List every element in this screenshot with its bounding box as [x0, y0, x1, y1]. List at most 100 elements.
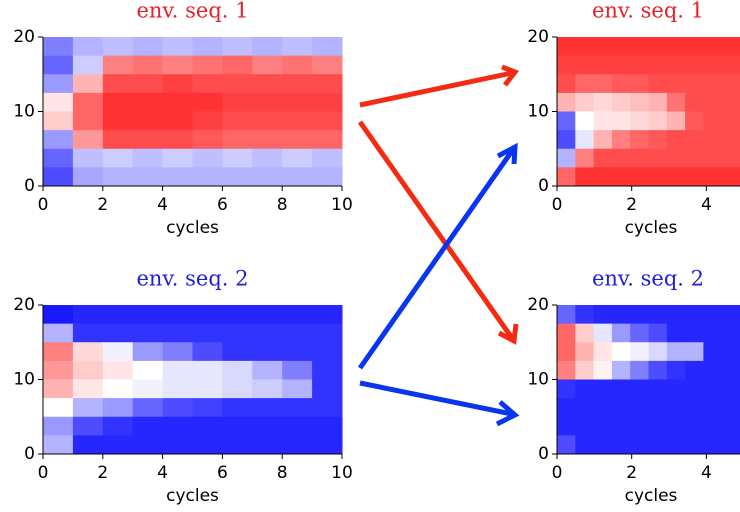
heatmap-cell	[575, 416, 595, 436]
heatmap-cell	[43, 74, 74, 94]
heatmap-cell	[72, 111, 104, 131]
heatmap-cell	[630, 398, 649, 418]
x-tick-label: 4	[701, 195, 712, 215]
heatmap-cell	[312, 398, 343, 418]
heatmap-cell	[222, 305, 253, 325]
heatmap-cell	[192, 360, 223, 380]
heatmap-cell	[162, 398, 193, 418]
heatmap-cell	[575, 379, 595, 399]
heatmap-cell	[630, 360, 649, 380]
heatmap-cell	[43, 148, 74, 168]
arrow	[359, 70, 513, 108]
heatmap-cell	[557, 398, 576, 418]
heatmap-cell	[721, 130, 740, 150]
arrow	[357, 149, 515, 370]
x-tick-label: 0	[552, 463, 563, 483]
heatmap-cell	[593, 148, 613, 168]
x-axis-label: cycles	[625, 486, 678, 506]
heatmap-cell	[685, 74, 704, 94]
heatmap-cell	[192, 37, 223, 57]
heatmap-cell	[132, 416, 164, 436]
x-tick-label: 0	[38, 195, 49, 215]
heatmap-cell	[162, 342, 193, 362]
heatmap-cell	[648, 416, 668, 436]
heatmap-cell	[282, 398, 313, 418]
heatmap-cell	[593, 92, 613, 112]
heatmap-cell	[72, 360, 104, 380]
heatmap-cell	[703, 342, 723, 362]
heatmap-cell	[630, 37, 649, 57]
heatmap-cell	[132, 130, 164, 150]
heatmap-cell	[685, 55, 704, 75]
heatmap-cell	[132, 379, 164, 399]
heatmap-cell	[593, 111, 613, 131]
heatmap-cell	[703, 167, 723, 187]
heatmap-cell	[192, 92, 223, 112]
heatmap-cell	[593, 37, 613, 57]
x-tick-label: 6	[217, 195, 228, 215]
heatmap-cell	[102, 55, 134, 75]
heatmap-cell	[611, 55, 631, 75]
heatmap-cell	[666, 148, 686, 168]
chart-title: env. seq. 1	[592, 0, 704, 23]
heatmap-cell	[685, 130, 704, 150]
heatmap-cell	[721, 360, 740, 380]
x-tick-label: 4	[157, 463, 168, 483]
y-tick-label: 20	[13, 295, 35, 315]
heatmap-cell	[666, 305, 686, 325]
heatmap-cell	[222, 323, 253, 343]
heatmap-cell	[593, 379, 613, 399]
heatmap-cell	[192, 323, 223, 343]
heatmap-cell	[312, 92, 343, 112]
heatmap	[557, 305, 740, 455]
heatmap-cell	[685, 37, 704, 57]
heatmap-cell	[721, 379, 740, 399]
heatmap-cell	[703, 435, 723, 455]
heatmap-cell	[43, 167, 74, 187]
heatmap-cell	[43, 130, 74, 150]
arrowhead	[497, 323, 519, 345]
heatmap-cell	[593, 360, 613, 380]
heatmap-cell	[192, 167, 223, 187]
heatmap-cell	[593, 416, 613, 436]
heatmap-cell	[162, 167, 193, 187]
heatmap-cell	[72, 435, 104, 455]
heatmap-cell	[162, 360, 193, 380]
heatmap-cell	[557, 360, 576, 380]
heatmap-cell	[611, 379, 631, 399]
heatmap-cell	[685, 305, 704, 325]
heatmap-cell	[630, 74, 649, 94]
heatmap-cell	[43, 305, 74, 325]
heatmap-cell	[132, 37, 164, 57]
heatmap-cell	[282, 305, 313, 325]
heatmap-cell	[222, 435, 253, 455]
heatmap-cell	[630, 305, 649, 325]
heatmap-cell	[721, 74, 740, 94]
heatmap-cell	[162, 111, 193, 131]
heatmap-cell	[312, 148, 343, 168]
heatmap-cell	[282, 167, 313, 187]
heatmap-cell	[703, 323, 723, 343]
heatmap-cell	[252, 398, 283, 418]
heatmap-cell	[557, 92, 576, 112]
heatmap-cell	[162, 323, 193, 343]
heatmap-cell	[252, 416, 283, 436]
heatmap-cell	[312, 435, 343, 455]
heatmap-cell	[132, 167, 164, 187]
heatmap-cell	[721, 92, 740, 112]
heatmap-cell	[648, 435, 668, 455]
heatmap-cell	[312, 167, 343, 187]
x-tick-label: 2	[626, 195, 637, 215]
heatmap-cell	[132, 92, 164, 112]
heatmap-cell	[685, 398, 704, 418]
heatmap-cell	[102, 111, 134, 131]
heatmap-cell	[648, 398, 668, 418]
heatmap-cell	[575, 342, 595, 362]
heatmap-cell	[132, 323, 164, 343]
heatmap-cell	[192, 111, 223, 131]
heatmap-cell	[721, 305, 740, 325]
heatmap-cell	[222, 37, 253, 57]
heatmap-cell	[611, 92, 631, 112]
heatmap-cell	[703, 55, 723, 75]
arrow	[359, 380, 513, 417]
